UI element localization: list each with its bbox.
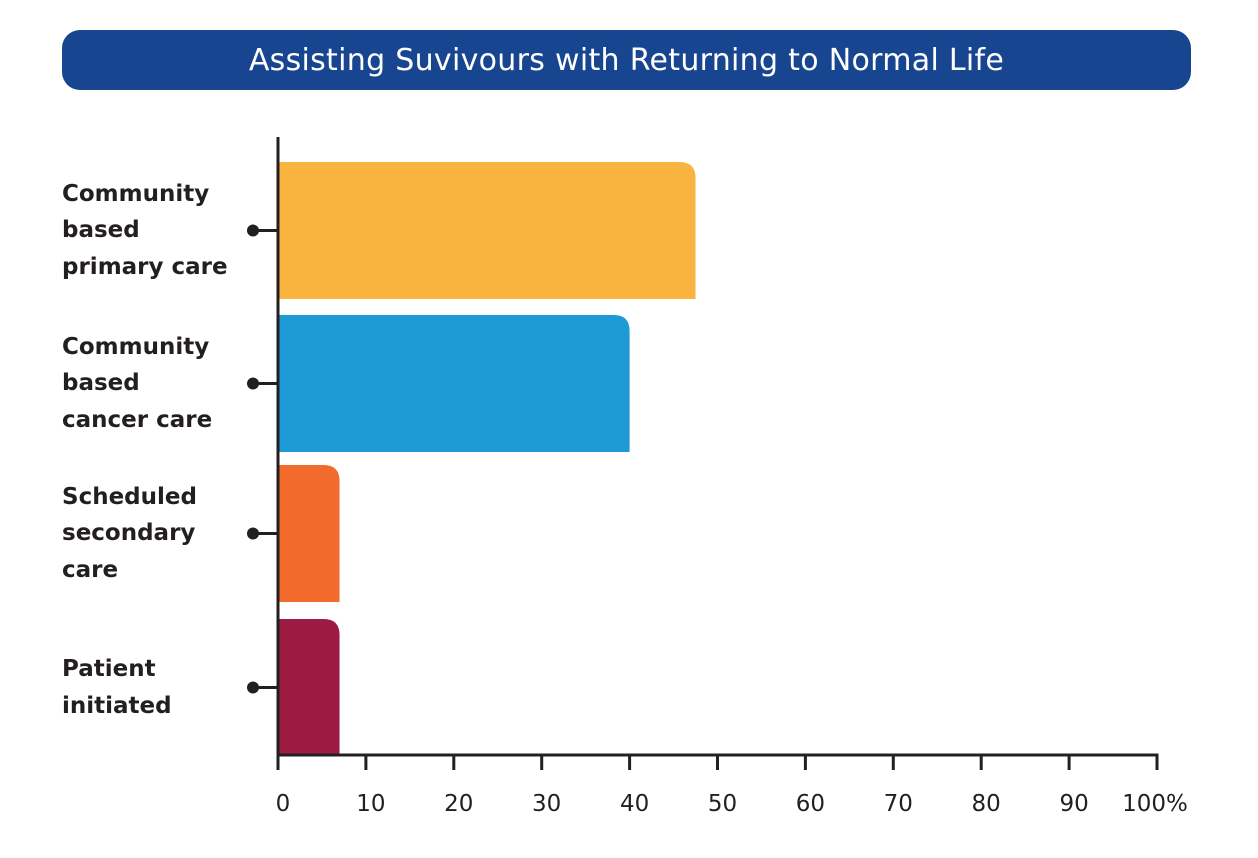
bar-4 (278, 619, 340, 756)
category-label-3: Scheduled secondary care (62, 483, 197, 583)
category-marker-2 (247, 377, 259, 390)
x-tick-label-70: 70 (884, 791, 913, 817)
chart-title: Assisting Suvivours with Returning to No… (248, 42, 1005, 78)
x-tick-label-10: 10 (356, 791, 385, 817)
x-tick-label-0: 0 (276, 791, 291, 817)
chart-title-banner: Assisting Suvivours with Returning to No… (62, 30, 1191, 90)
x-tick-label-20: 20 (444, 791, 473, 817)
x-tick-label-90: 90 (1059, 791, 1088, 817)
x-tick-label-40: 40 (620, 791, 649, 817)
bar-1 (278, 162, 696, 299)
x-tick-label-50: 50 (708, 791, 737, 817)
x-tick-label-100: 100% (1122, 791, 1188, 817)
category-label-1: Community based primary care (62, 180, 228, 280)
category-marker-1 (247, 224, 259, 237)
x-tick-label-60: 60 (796, 791, 825, 817)
category-marker-3 (247, 527, 259, 540)
x-tick-label-30: 30 (532, 791, 561, 817)
bar-2 (278, 315, 630, 452)
category-label-4: Patient initiated (62, 656, 172, 719)
bar-3 (278, 465, 340, 602)
category-marker-4 (247, 681, 259, 694)
category-label-2: Community based cancer care (62, 333, 213, 433)
x-tick-label-80: 80 (972, 791, 1001, 817)
